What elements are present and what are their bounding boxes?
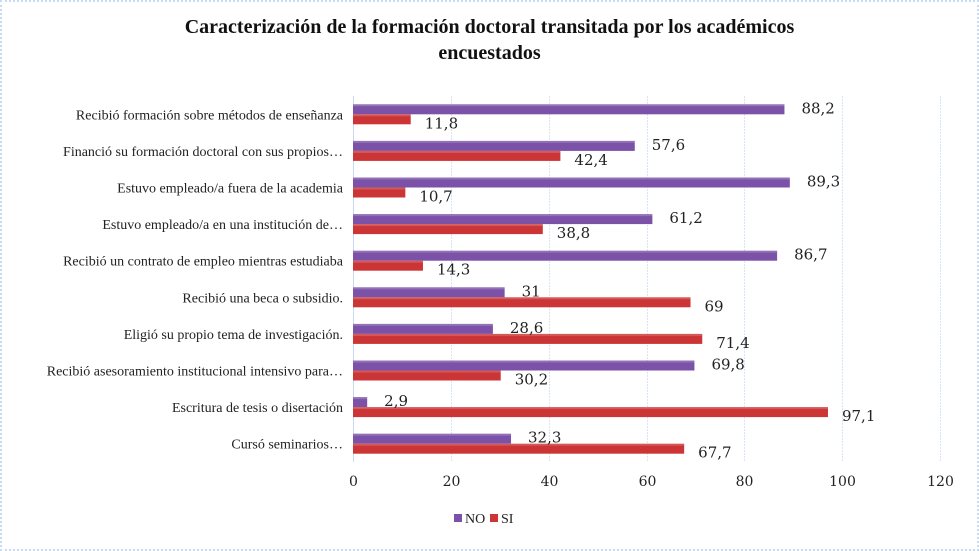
chart-title: Caracterización de la formación doctoral… xyxy=(0,14,979,66)
bars xyxy=(353,104,828,454)
data-label-no: 32,3 xyxy=(528,429,561,447)
bar-no xyxy=(353,140,635,151)
labels: 0 20 40 60 80 100 120 Recibió formación sobre m… xyxy=(47,99,954,490)
x-tick-label: 60 xyxy=(639,474,657,490)
data-label-si: 69 xyxy=(705,297,724,315)
data-label-si: 30,2 xyxy=(515,371,548,389)
category-label: Recibió asesoramiento institucional inte… xyxy=(47,365,343,380)
bar-highlight xyxy=(353,177,790,180)
bar-si xyxy=(353,150,561,161)
bar-highlight xyxy=(353,370,501,373)
data-label-si: 38,8 xyxy=(557,224,590,242)
bar-highlight xyxy=(353,140,635,143)
category-label: Recibió formación sobre métodos de enseñ… xyxy=(76,108,344,123)
x-tick-label: 80 xyxy=(736,474,754,490)
bar-si xyxy=(353,370,501,381)
bar-no xyxy=(353,177,790,188)
category-label: Recibió una beca o subsidio. xyxy=(182,291,343,306)
bar-highlight xyxy=(353,150,561,153)
bar-no xyxy=(353,323,493,334)
bar-highlight xyxy=(353,397,368,400)
bar-highlight xyxy=(353,433,512,436)
category-label: Eligió su propio tema de investigación. xyxy=(124,328,343,343)
x-tick-label: 20 xyxy=(443,474,461,490)
bar-highlight xyxy=(353,333,703,336)
bar-highlight xyxy=(353,260,423,263)
legend-swatch-si xyxy=(490,514,498,522)
bar-no xyxy=(353,287,505,298)
x-tick-label: 120 xyxy=(927,474,954,490)
data-label-no: 61,2 xyxy=(669,209,702,227)
data-label-si: 97,1 xyxy=(842,407,875,425)
legend-swatch-no xyxy=(454,514,462,522)
chart-title-line-1: Caracterización de la formación doctoral… xyxy=(184,16,795,38)
bar-si xyxy=(353,187,406,198)
bar-highlight xyxy=(353,407,828,410)
bar-highlight xyxy=(353,360,695,363)
legend: NO SI xyxy=(454,512,514,527)
bar-highlight xyxy=(353,250,778,253)
data-label-no: 28,6 xyxy=(510,319,543,337)
category-label: Cursó seminarios… xyxy=(231,438,343,453)
data-label-si: 11,8 xyxy=(425,114,458,132)
bar-si xyxy=(353,297,691,308)
legend-label-si: SI xyxy=(501,512,514,527)
category-label: Estuvo empleado/a en una institución de… xyxy=(102,218,343,233)
bar-highlight xyxy=(353,443,685,446)
legend-label-no: NO xyxy=(465,512,485,527)
bar-si xyxy=(353,224,543,235)
data-label-si: 14,3 xyxy=(437,261,470,279)
bar-highlight xyxy=(353,297,691,300)
bar-no xyxy=(353,360,695,371)
data-label-no: 69,8 xyxy=(711,356,744,374)
bar-no xyxy=(353,250,778,261)
bar-highlight xyxy=(353,323,493,326)
bar-highlight xyxy=(353,187,406,190)
bar-highlight xyxy=(353,214,653,217)
bar-si xyxy=(353,407,828,418)
bar-highlight xyxy=(353,224,543,227)
data-label-no: 2,9 xyxy=(384,392,408,410)
data-label-no: 57,6 xyxy=(652,136,685,154)
category-label: Escritura de tesis o disertación xyxy=(172,401,343,416)
data-label-si: 42,4 xyxy=(574,151,607,169)
category-label: Estuvo empleado/a fuera de la academia xyxy=(117,182,344,197)
data-label-si: 67,7 xyxy=(698,444,731,462)
bar-no xyxy=(353,397,368,408)
bar-si xyxy=(353,114,411,125)
bar-no xyxy=(353,214,653,225)
bar-no xyxy=(353,433,512,444)
x-tick-label: 40 xyxy=(541,474,559,490)
bar-highlight xyxy=(353,104,785,107)
chart-title-line-2: encuestados xyxy=(438,42,541,64)
category-label: Financió su formación doctoral con sus p… xyxy=(63,145,343,160)
data-label-no: 89,3 xyxy=(807,173,840,191)
bar-no xyxy=(353,104,785,115)
data-label-si: 71,4 xyxy=(716,334,749,352)
data-label-si: 10,7 xyxy=(419,188,452,206)
bar-highlight xyxy=(353,114,411,117)
bar-si xyxy=(353,443,685,454)
bar-si xyxy=(353,260,423,271)
bar-si xyxy=(353,333,703,344)
category-label: Recibió un contrato de empleo mientras e… xyxy=(63,255,344,270)
data-label-no: 86,7 xyxy=(794,246,827,264)
x-tick-label: 0 xyxy=(349,474,358,490)
x-tick-label: 100 xyxy=(829,474,856,490)
data-label-no: 88,2 xyxy=(801,99,834,117)
data-label-no: 31 xyxy=(522,282,541,300)
bar-highlight xyxy=(353,287,505,290)
